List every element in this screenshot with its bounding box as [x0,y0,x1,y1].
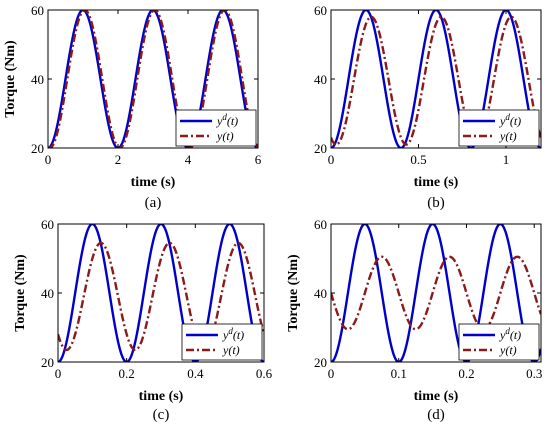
y-tick-label: 20 [41,355,54,370]
legend-entry: yd(t) [499,112,521,128]
legend-entry: y(t) [216,129,234,143]
legend: yd(t)y(t) [175,109,257,147]
x-axis-label: time (s) [131,175,176,190]
y-tick-label: 40 [314,286,327,301]
series-line-output [331,15,541,146]
panel-caption: (c) [153,407,170,423]
x-tick-label: 0.2 [458,366,474,381]
x-tick-label: 0 [328,152,335,167]
y-tick-label: 60 [31,3,44,18]
legend: yd(t)y(t) [458,109,540,147]
y-axis-label: Torque (Nm) [3,40,18,118]
x-tick-label: 0 [45,152,52,167]
y-tick-label: 20 [314,141,327,156]
y-tick-label: 60 [314,217,327,232]
legend-entry: y(t) [222,343,240,357]
x-tick-label: 0 [328,366,335,381]
series-line-output [58,241,264,352]
x-tick-label: 0.1 [391,366,407,381]
panel-caption: (b) [427,195,445,211]
x-tick-label: 0.3 [526,366,542,381]
x-tick-label: 0.2 [119,366,135,381]
y-tick-label: 40 [314,72,327,87]
chart-panel-3: 0 0.2 0.4 0.6 20 40 60 time (s) Torque (Nm) (c) yd… [13,217,273,423]
x-axis-label: time (s) [414,389,459,404]
y-axis-label: Torque (Nm) [286,254,301,332]
chart-panel-2: 0 0.5 1 20 40 60 time (s) (b) yd(t)y(t) [314,3,542,211]
panel-caption: (d) [427,407,445,423]
panel-caption: (a) [145,195,162,211]
legend: yd(t)y(t) [458,323,540,361]
legend-entry: y(t) [499,129,517,143]
y-axis-label: Torque (Nm) [13,254,28,332]
y-tick-label: 20 [314,355,327,370]
x-axis-label: time (s) [139,389,184,404]
legend-entry: yd(t) [499,326,521,342]
y-tick-label: 60 [41,217,54,232]
y-tick-label: 20 [31,141,44,156]
y-tick-label: 40 [31,72,44,87]
x-axis-label: time (s) [414,175,459,190]
legend-entry: yd(t) [222,326,244,342]
chart-panel-1: 0 2 4 6 20 40 60 time (s) Torque (Nm) (a) yd(t)y(t… [3,3,262,211]
y-tick-label: 60 [314,3,327,18]
x-tick-label: 1 [503,152,510,167]
y-tick-label: 40 [41,286,54,301]
x-tick-label: 0.6 [256,366,273,381]
x-tick-label: 0.5 [410,152,426,167]
series-line-output [48,10,258,148]
x-tick-label: 4 [185,152,192,167]
legend-entry: y(t) [499,343,517,357]
x-tick-label: 0 [55,366,62,381]
x-tick-label: 0.4 [187,366,204,381]
legend: yd(t)y(t) [181,323,263,361]
chart-panel-4: 0 0.1 0.2 0.3 20 40 60 time (s) Torque (Nm) (d) yd… [286,217,542,423]
x-tick-label: 2 [115,152,122,167]
series-line-output [331,255,541,331]
legend-entry: yd(t) [216,112,238,128]
x-tick-label: 6 [255,152,262,167]
